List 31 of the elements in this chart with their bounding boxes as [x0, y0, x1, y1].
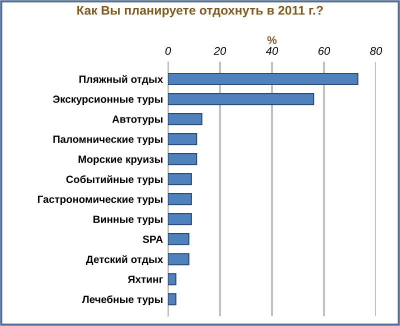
- bar: [168, 153, 198, 166]
- y-tick-label: Паломнические туры: [53, 136, 162, 145]
- y-tick-label: Гастрономические туры: [38, 196, 162, 206]
- x-tick-label: 40: [266, 47, 278, 55]
- bar: [168, 213, 192, 226]
- y-tick-label: Морские круизы: [78, 156, 162, 165]
- x-tick-label: 80: [370, 47, 382, 55]
- chart-title: Как Вы планируете отдохнуть в 2011 г.?: [77, 6, 323, 18]
- bar: [168, 253, 190, 266]
- bar: [168, 233, 190, 246]
- bar: [168, 173, 192, 186]
- bar: [168, 92, 314, 106]
- y-tick-label: Лечебные туры: [82, 295, 162, 306]
- y-tick-label: SPA: [142, 236, 163, 243]
- x-tick-label: 60: [318, 47, 330, 55]
- y-tick-label: Яхтинг: [128, 276, 163, 283]
- y-tick-label: Винные туры: [93, 216, 162, 226]
- bar: [168, 112, 202, 126]
- x-tick-label: 0: [165, 47, 171, 55]
- y-tick-label: Автотуры: [112, 116, 162, 125]
- bar: [168, 132, 198, 146]
- bar: [168, 293, 176, 306]
- y-tick-label: Экскурсионные туры: [52, 96, 162, 105]
- bar: [168, 72, 358, 86]
- bar: [168, 193, 192, 206]
- y-tick-label: Пляжный отдых: [79, 75, 164, 85]
- y-tick-label: Событийные туры: [66, 175, 162, 186]
- x-axis-title: %: [267, 36, 277, 44]
- bar: [168, 273, 176, 286]
- y-tick-label: Детский отдых: [86, 255, 164, 266]
- x-tick-label: 20: [214, 47, 226, 55]
